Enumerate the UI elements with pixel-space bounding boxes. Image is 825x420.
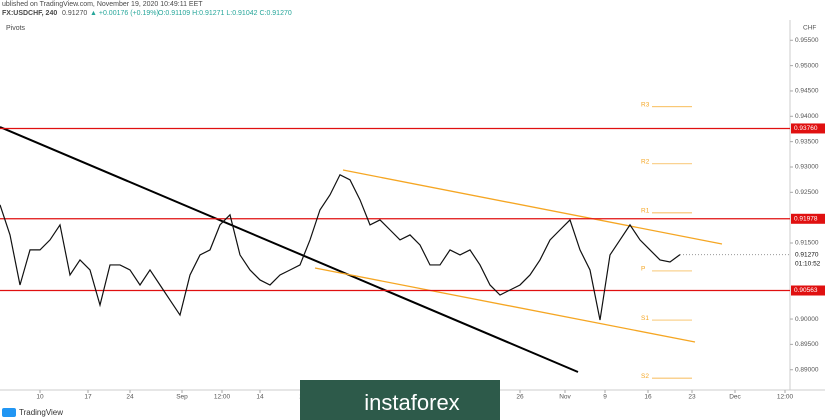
watermark: instaforex: [364, 390, 459, 415]
indicator-name: Pivots: [6, 25, 26, 32]
price-line: [0, 173, 681, 321]
pivot-label: S1: [641, 315, 649, 322]
x-tick-label: 9: [603, 394, 607, 401]
x-tick-label: 26: [516, 394, 524, 401]
y-tick-label: 0.95000: [795, 62, 819, 69]
plot: 0.95500 0.95000 0.94500 0.94000 0.93500 0.930…: [0, 37, 825, 401]
x-tick-label: 10: [36, 394, 44, 401]
level-label: 0.91978: [794, 216, 818, 223]
y-tick-label: 0.90000: [795, 316, 819, 323]
x-tick-label: Nov: [559, 394, 571, 401]
x-tick-label: 17: [84, 394, 92, 401]
level-tag: [791, 285, 825, 296]
level-tag: [791, 213, 825, 224]
y-tick-label: 0.89000: [795, 366, 819, 373]
y-tick-label: 0.93500: [795, 138, 819, 145]
last-price: 0.91270: [62, 10, 87, 17]
x-tick-label: 14: [256, 394, 264, 401]
published-note: ublished on TradingView.com, November 19…: [2, 1, 203, 8]
y-tick-label: 0.94500: [795, 88, 819, 95]
trend-line: [0, 126, 579, 373]
currency: CHF: [803, 25, 816, 32]
price-label: 0.91270: [795, 251, 819, 258]
price-change: ▲ +0.00176 (+0.19%): [90, 10, 159, 17]
countdown: 01:10:52: [795, 260, 821, 267]
y-tick-label: 0.95500: [795, 37, 819, 44]
brand: TradingView: [19, 408, 63, 417]
y-tick-label: 0.91500: [795, 240, 819, 247]
y-tick-label: 0.89500: [795, 341, 819, 348]
x-tick-label: 16: [644, 394, 652, 401]
brand-logo: [2, 408, 16, 417]
y-tick-label: 0.93000: [795, 164, 819, 171]
pivot-label: R1: [641, 208, 650, 215]
level-tag: [791, 123, 825, 134]
x-tick-label: 24: [126, 394, 134, 401]
y-tick-label: 0.94000: [795, 113, 819, 120]
symbol: FX:USDCHF, 240: [2, 10, 57, 17]
x-tick-label: 12:00: [214, 394, 231, 401]
y-tick-label: 0.92500: [795, 189, 819, 196]
x-tick-label: Sep: [176, 394, 188, 401]
x-tick-label: Dec: [729, 394, 741, 401]
watermark-box: [300, 380, 500, 420]
x-tick-label: 12:00: [777, 394, 794, 401]
x-tick-label: 23: [688, 394, 696, 401]
pivot-label: R2: [641, 159, 650, 166]
pivot-label: S2: [641, 373, 649, 380]
channel-lower: [314, 267, 696, 343]
pivot-label: P: [641, 266, 645, 273]
level-label: 0.90563: [794, 287, 818, 294]
ohlc: O:0.91109 H:0.91271 L:0.91042 C:0.91270: [158, 10, 292, 17]
pivot-label: R3: [641, 101, 650, 108]
level-label: 0.93760: [794, 125, 818, 132]
channel-upper: [342, 169, 723, 245]
